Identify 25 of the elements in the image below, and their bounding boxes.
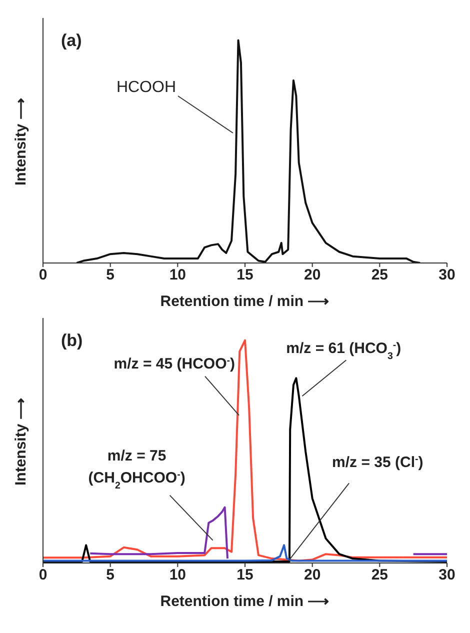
x-tick-label: 15	[236, 566, 254, 584]
y-axis-title: Intensity ⟶	[12, 98, 30, 186]
x-tick-label: 30	[438, 566, 456, 584]
x-tick-label: 0	[38, 566, 48, 584]
x-tick-label: 5	[106, 566, 115, 584]
chart-title: (a)	[61, 31, 82, 50]
x-axis-title: Retention time / min ⟶	[160, 293, 330, 310]
y-axis-title: Intensity ⟶	[12, 398, 30, 486]
x-axis-title: Retention time / min ⟶	[160, 593, 330, 610]
x-tick-label: 30	[438, 266, 456, 284]
text: m/z = 35 (Cl$^{-}$)	[332, 454, 424, 472]
series-label: m/z = 45 (HCOO$^{-}$)	[114, 354, 235, 372]
x-tick-label: 10	[169, 266, 186, 284]
text: m/z = 75 (CH$_{2}$OHCOO$^{-}$)	[88, 447, 186, 491]
x-tick-label: 20	[304, 266, 321, 284]
x-tick-label: 25	[371, 566, 388, 584]
x-tick-label: 20	[304, 566, 321, 584]
annotation: HCOOH	[116, 79, 176, 96]
x-tick-label: 5	[106, 266, 115, 284]
x-tick-label: 0	[38, 266, 48, 284]
x-tick-label: 25	[371, 266, 388, 284]
chart-title: (b)	[61, 331, 83, 350]
x-tick-label: 10	[169, 566, 186, 584]
series-label: m/z = 61 (HCO$_{3}$$^{-}$)	[286, 340, 402, 362]
x-tick-label: 15	[236, 266, 254, 284]
